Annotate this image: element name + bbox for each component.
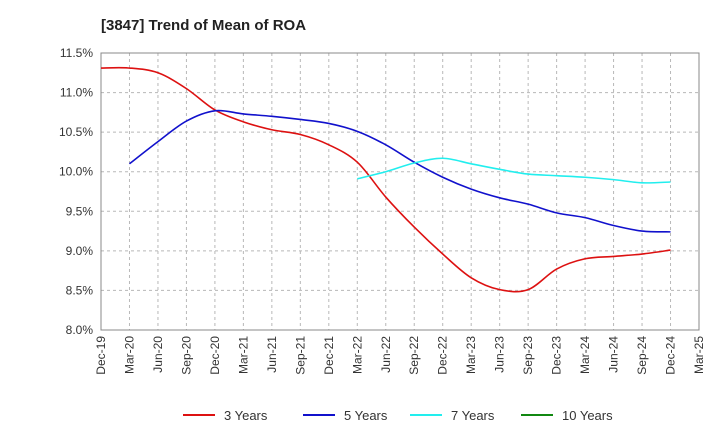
y-tick-label: 11.5%	[60, 46, 93, 60]
legend-label-7-years: 7 Years	[451, 408, 495, 423]
y-tick-label: 8.5%	[66, 283, 94, 297]
y-tick-label: 8.0%	[66, 323, 94, 337]
series-line-7-years	[357, 157, 671, 184]
x-tick-label: Mar-23	[464, 336, 478, 374]
x-tick-label: Sep-24	[635, 336, 649, 375]
x-tick-label: Dec-20	[208, 336, 222, 375]
series-line-5-years	[128, 109, 671, 233]
x-tick-label: Mar-21	[236, 336, 250, 374]
x-tick-label: Jun-24	[607, 336, 621, 373]
x-tick-label: Sep-22	[407, 336, 421, 375]
chart-title: [3847] Trend of Mean of ROA	[101, 17, 306, 34]
plot-area-frame	[100, 52, 700, 331]
y-tick-label: 10.5%	[59, 125, 93, 139]
x-tick-label: Sep-21	[293, 336, 307, 375]
y-axis-ticks: 8.0% 8.5% 9.0% 9.5% 10.0% 10.5% 11.0% 11.5%	[59, 46, 93, 337]
legend-label-3-years: 3 Years	[224, 408, 268, 423]
grid-layer	[101, 53, 699, 330]
x-tick-label: Jun-22	[379, 336, 393, 373]
legend: 3 Years 5 Years 7 Years 10 Years	[183, 408, 613, 423]
series-line-3-years	[100, 66, 671, 293]
x-tick-label: Dec-24	[664, 336, 678, 375]
x-tick-label: Mar-25	[692, 336, 706, 374]
x-tick-label: Jun-21	[265, 336, 279, 373]
x-tick-label: Sep-20	[179, 336, 193, 375]
x-axis-ticks: Dec-19 Mar-20 Jun-20 Sep-20 Dec-20 Mar-21 Jun-…	[94, 336, 706, 375]
y-tick-label: 10.0%	[59, 165, 93, 179]
y-tick-label: 9.5%	[66, 204, 94, 218]
x-tick-label: Mar-22	[350, 336, 364, 374]
x-tick-label: Jun-23	[493, 336, 507, 373]
x-tick-label: Dec-22	[436, 336, 450, 375]
x-tick-label: Dec-21	[322, 336, 336, 375]
y-tick-label: 9.0%	[66, 244, 94, 258]
x-tick-label: Jun-20	[151, 336, 165, 373]
y-tick-label: 11.0%	[60, 86, 93, 100]
x-tick-label: Mar-24	[578, 336, 592, 374]
x-tick-label: Dec-23	[550, 336, 564, 375]
series-layer	[100, 66, 671, 293]
legend-label-5-years: 5 Years	[344, 408, 388, 423]
x-tick-label: Dec-19	[94, 336, 108, 375]
x-tick-label: Mar-20	[122, 336, 136, 374]
x-tick-label: Sep-23	[521, 336, 535, 375]
legend-label-10-years: 10 Years	[562, 408, 613, 423]
